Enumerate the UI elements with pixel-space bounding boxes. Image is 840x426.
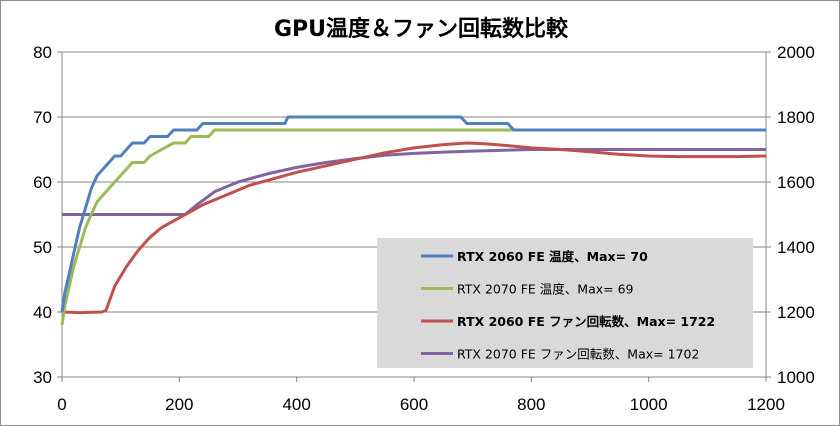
legend-label-2: RTX 2060 FE ファン回転数、Max= 1722 xyxy=(457,314,715,329)
series-line-2 xyxy=(61,141,767,315)
y-tick-label: 30 xyxy=(33,368,52,387)
y2-tick-label: 1800 xyxy=(777,108,815,127)
legend-label-3: RTX 2070 FE ファン回転数、Max= 1702 xyxy=(457,347,699,362)
y-tick-label: 80 xyxy=(33,43,52,62)
legend-label-1: RTX 2070 FE 温度、Max= 69 xyxy=(457,282,634,297)
y-tick-label: 40 xyxy=(33,303,52,322)
x-tick-label: 1200 xyxy=(747,395,785,414)
x-tick-label: 800 xyxy=(517,395,545,414)
y2-tick-label: 1200 xyxy=(777,303,815,322)
y-tick-label: 50 xyxy=(33,238,52,257)
plot-series xyxy=(60,115,767,326)
legend-label-0: RTX 2060 FE 温度、Max= 70 xyxy=(457,249,648,264)
y-axis-right: 1000 1200 1400 1600 1800 2000 xyxy=(777,43,815,387)
x-tick-label: 0 xyxy=(57,395,66,414)
y2-tick-label: 1400 xyxy=(777,238,815,257)
chart-title: GPU温度＆ファン回転数比較 xyxy=(274,16,569,42)
x-tick-label: 1000 xyxy=(630,395,668,414)
x-tick-label: 600 xyxy=(400,395,428,414)
y2-tick-label: 1000 xyxy=(777,368,815,387)
x-tick-label: 200 xyxy=(165,395,193,414)
y-tick-label: 70 xyxy=(33,108,52,127)
series-line-0 xyxy=(60,115,766,313)
y2-tick-label: 1600 xyxy=(777,173,815,192)
legend-box xyxy=(377,238,753,368)
x-tick-label: 400 xyxy=(282,395,310,414)
y2-tick-label: 2000 xyxy=(777,43,815,62)
y-tick-label: 60 xyxy=(33,173,52,192)
y-axis-left: 30 40 50 60 70 80 xyxy=(33,43,52,387)
series-line-1 xyxy=(60,128,766,326)
x-axis: 0 200 400 600 800 1000 1200 xyxy=(57,395,785,414)
legend: RTX 2060 FE 温度、Max= 70 RTX 2070 FE 温度、Max… xyxy=(377,238,753,368)
